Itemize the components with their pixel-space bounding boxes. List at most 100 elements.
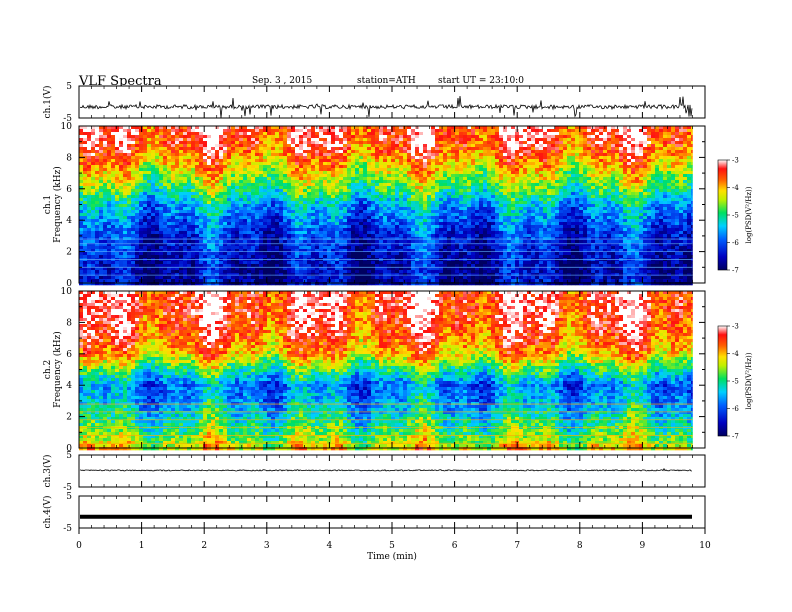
spectrogram-cell: [607, 129, 612, 133]
spectrogram-cell: [587, 162, 592, 166]
spectrogram-cell: [83, 204, 88, 208]
spectrogram-cell: [135, 165, 140, 169]
spectrogram-cell: [443, 147, 448, 151]
spectrogram-cell: [647, 186, 652, 190]
spectrogram-cell: [355, 144, 360, 148]
spectrogram-cell: [211, 198, 216, 202]
spectrogram-cell: [643, 150, 648, 154]
spectrogram-cell: [219, 171, 224, 175]
spectrogram-cell: [431, 207, 436, 211]
spectrogram-cell: [267, 204, 272, 208]
spectrogram-cell: [539, 189, 544, 193]
spectrogram-cell: [675, 129, 680, 133]
spectrogram-cell: [615, 162, 620, 166]
spectrogram-cell: [163, 192, 168, 196]
spectrogram-cell: [655, 195, 660, 199]
spectrogram-cell: [311, 198, 316, 202]
spectrogram-cell: [519, 165, 524, 169]
spectrogram-cell: [627, 150, 632, 154]
spectrogram-cell: [415, 180, 420, 184]
spectrogram-cell: [183, 192, 188, 196]
spectrogram-cell: [387, 216, 392, 220]
spectrogram-cell: [507, 162, 512, 166]
spectrogram-cell: [95, 213, 100, 217]
spectrogram-cell: [399, 180, 404, 184]
spectrogram-cell: [667, 192, 672, 196]
spectrogram-cell: [95, 147, 100, 151]
spectrogram-cell: [415, 135, 420, 139]
spectrogram-cell: [643, 189, 648, 193]
spectrogram-cell: [571, 144, 576, 148]
spectrogram-cell: [287, 177, 292, 181]
spectrogram-cell: [391, 186, 396, 190]
spectrogram-cell: [347, 168, 352, 172]
spectrogram-cell: [459, 159, 464, 163]
spectrogram-cell: [487, 141, 492, 145]
spectrogram-cell: [631, 186, 636, 190]
spectrogram-cell: [271, 129, 276, 133]
spectrogram-cell: [687, 147, 692, 151]
spectrogram-cell: [167, 165, 172, 169]
spectrogram-cell: [159, 165, 164, 169]
spectrogram-cell: [403, 144, 408, 148]
spectrogram-cell: [667, 147, 672, 151]
spectrogram-cell: [463, 201, 468, 205]
spectrogram-cell: [379, 204, 384, 208]
spectrogram-cell: [627, 147, 632, 151]
spectrogram-cell: [243, 177, 248, 181]
spectrogram-cell: [627, 198, 632, 202]
spectrogram-cell: [475, 183, 480, 187]
spectrogram-cell: [255, 204, 260, 208]
spectrogram-cell: [591, 204, 596, 208]
spectrogram-cell: [131, 195, 136, 199]
spectrogram-cell: [107, 162, 112, 166]
spectrogram-cell: [135, 186, 140, 190]
spectrogram-cell: [691, 165, 693, 169]
spectrogram-cell: [619, 126, 624, 130]
spectrogram-cell: [523, 210, 528, 214]
spectrogram-cell: [663, 192, 668, 196]
spectrogram-cell: [495, 153, 500, 157]
spectrogram-cell: [147, 219, 152, 223]
spectrogram-cell: [111, 141, 116, 145]
spectrogram-cell: [335, 213, 340, 217]
spectrogram-cell: [223, 144, 228, 148]
spectrogram-cell: [303, 159, 308, 163]
spectrogram-cell: [311, 159, 316, 163]
spectrogram-cell: [383, 192, 388, 196]
spectrogram-cell: [631, 135, 636, 139]
spectrogram-cell: [439, 165, 444, 169]
spectrogram-cell: [539, 171, 544, 175]
spectrogram-cell: [119, 192, 124, 196]
spectrogram-cell: [467, 210, 472, 214]
spectrogram-cell: [655, 159, 660, 163]
spectrogram-cell: [439, 132, 444, 136]
spectrogram-cell: [555, 129, 560, 133]
spectrogram-cell: [671, 129, 676, 133]
spectrogram-cell: [687, 168, 692, 172]
spectrogram-cell: [211, 165, 216, 169]
spectrogram-cell: [123, 162, 128, 166]
spectrogram-cell: [519, 207, 524, 211]
spectrogram-cell: [579, 186, 584, 190]
spectrogram-cell: [111, 165, 116, 169]
spectrogram-cell: [535, 156, 540, 160]
spectrogram-cell: [427, 174, 432, 178]
spectrogram-cell: [599, 171, 604, 175]
spectrogram-cell: [367, 186, 372, 190]
spectrogram-cell: [575, 168, 580, 172]
spectrogram-cell: [111, 180, 116, 184]
spectrogram-cell: [587, 168, 592, 172]
spectrogram-cell: [663, 159, 668, 163]
spectrogram-cell: [539, 135, 544, 139]
spectrogram-cell: [295, 147, 300, 151]
spectrogram-cell: [143, 165, 148, 169]
spectrogram-cell: [483, 219, 488, 223]
spectrogram-cell: [251, 186, 256, 190]
spectrogram-cell: [191, 210, 196, 214]
spectrogram-cell: [455, 138, 460, 142]
spectrogram-cell: [435, 171, 440, 175]
spectrogram-cell: [315, 147, 320, 151]
spectrogram-cell: [627, 138, 632, 142]
spectrogram-cell: [263, 132, 268, 136]
